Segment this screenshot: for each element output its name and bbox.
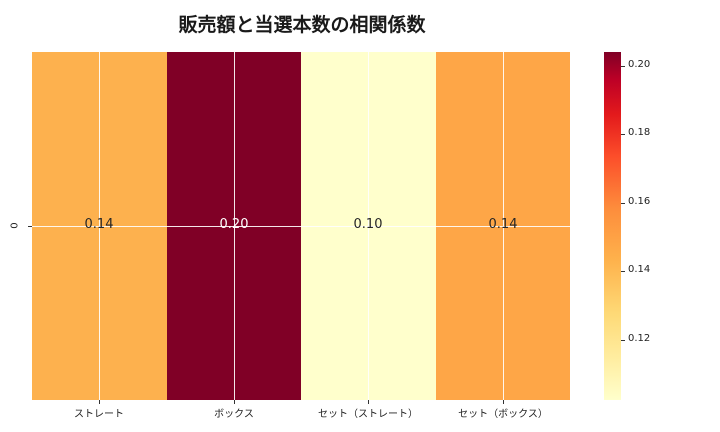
gridline-horizontal [32,226,570,227]
x-tick-label: セット（ボックス） [458,409,548,420]
colorbar-tick [621,271,625,272]
colorbar-tick [621,203,625,204]
x-tick-label: ボックス [214,409,254,420]
x-tick [503,400,504,404]
colorbar-tick-label: 0.12 [628,333,651,344]
colorbar-tick [621,66,625,67]
y-tick [28,226,32,227]
cell-annotation: 0.10 [353,217,383,232]
cell-annotation: 0.20 [219,217,249,232]
colorbar-tick-label: 0.18 [628,127,651,138]
colorbar-tick-label: 0.14 [628,264,651,275]
x-tick [99,400,100,404]
colorbar-tick-label: 0.20 [628,59,651,70]
x-tick [234,400,235,404]
x-tick [368,400,369,404]
colorbar-tick [621,340,625,341]
heatmap-plot-area: 0.14 0.20 0.10 0.14 [32,52,570,400]
cell-annotation: 0.14 [488,217,518,232]
cell-annotation: 0.14 [84,217,114,232]
colorbar-tick [621,134,625,135]
x-tick-label: ストレート [74,409,124,420]
chart-title: 販売額と当選本数の相関係数 [178,14,426,36]
x-tick-label: セット（ストレート） [318,409,418,420]
colorbar [604,52,621,400]
y-tick-label: 0 [9,222,21,229]
colorbar-tick-label: 0.16 [628,196,651,207]
